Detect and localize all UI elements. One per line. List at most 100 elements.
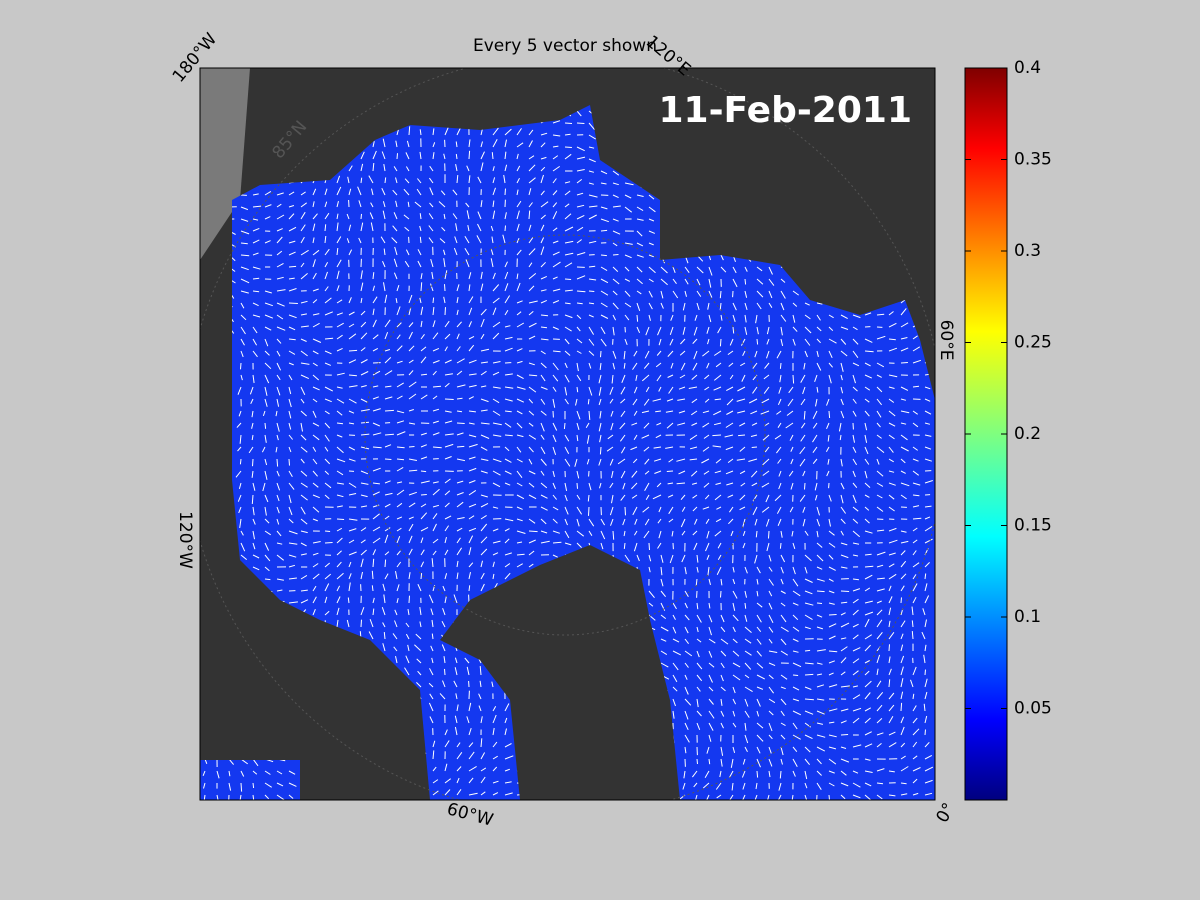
- vector: [468, 296, 474, 304]
- vector: [516, 273, 519, 280]
- vector: [780, 650, 788, 656]
- vector: [656, 374, 662, 382]
- vector: [804, 770, 808, 780]
- vector: [852, 398, 857, 404]
- vector: [432, 538, 439, 544]
- vector: [900, 550, 906, 556]
- vector: [825, 446, 830, 453]
- vector: [404, 226, 410, 232]
- vector: [816, 722, 824, 725]
- vector: [876, 600, 882, 604]
- vector: [444, 433, 454, 436]
- colorbar-ticks: 0.050.10.150.20.250.30.350.4: [965, 58, 1052, 719]
- vector: [393, 258, 398, 268]
- vector: [312, 446, 317, 452]
- vector: [405, 622, 410, 628]
- vector: [240, 218, 249, 222]
- vector: [480, 361, 488, 364]
- vector: [552, 541, 562, 544]
- vector: [336, 236, 342, 244]
- vector: [648, 242, 654, 246]
- vector: [408, 516, 414, 520]
- vector: [600, 518, 606, 526]
- vector: [454, 236, 458, 244]
- vector: [658, 530, 662, 539]
- vector: [755, 530, 758, 538]
- vector: [828, 602, 835, 605]
- vector: [516, 541, 523, 544]
- vector: [609, 506, 614, 516]
- vector: [888, 731, 896, 736]
- vector: [419, 129, 422, 136]
- vector: [804, 686, 812, 690]
- vector: [396, 284, 400, 292]
- vector: [564, 482, 568, 491]
- vector: [828, 554, 834, 560]
- vector: [713, 386, 722, 391]
- vector: [252, 554, 260, 559]
- vector: [492, 482, 501, 488]
- vector: [800, 398, 806, 406]
- vector: [440, 190, 446, 196]
- vector: [624, 290, 631, 297]
- vector: [816, 662, 823, 665]
- vector: [348, 539, 355, 544]
- vector: [372, 285, 375, 292]
- vector: [912, 346, 921, 352]
- vector: [696, 614, 702, 623]
- vector: [900, 446, 909, 452]
- vector: [712, 445, 722, 448]
- vector: [251, 410, 254, 418]
- vector: [468, 321, 472, 328]
- vector: [252, 227, 260, 232]
- vector: [468, 571, 471, 580]
- vector: [384, 294, 388, 304]
- vector: [816, 746, 826, 752]
- vector: [653, 446, 662, 449]
- vector: [276, 518, 280, 525]
- vector: [635, 374, 638, 381]
- vector: [432, 320, 436, 328]
- vector: [466, 165, 470, 172]
- vector: [540, 314, 549, 317]
- vector: [419, 621, 422, 628]
- vector: [276, 203, 282, 208]
- vector: [300, 202, 307, 208]
- vector: [312, 338, 322, 343]
- vector: [744, 650, 752, 656]
- vector: [748, 458, 758, 462]
- vector: [504, 563, 511, 568]
- vector: [852, 326, 858, 331]
- vector: [492, 321, 501, 328]
- vector: [528, 237, 534, 244]
- vector: [912, 755, 918, 760]
- vector: [504, 336, 513, 340]
- vector: [414, 644, 422, 652]
- vector: [262, 410, 266, 417]
- vector: [528, 155, 535, 160]
- vector: [528, 482, 535, 488]
- vector: [276, 302, 285, 307]
- vector: [444, 307, 446, 316]
- vector: [689, 446, 698, 450]
- vector: [816, 626, 824, 630]
- vector: [652, 398, 662, 402]
- vector: [248, 446, 254, 454]
- vector: [804, 590, 813, 595]
- vector: [599, 446, 602, 455]
- vector: [840, 458, 843, 467]
- vector: [540, 201, 549, 208]
- vector: [408, 126, 411, 136]
- vector: [264, 506, 267, 516]
- vector: [725, 446, 734, 451]
- vector: [624, 194, 632, 199]
- vector: [828, 672, 834, 676]
- vector: [439, 238, 446, 244]
- vector: [480, 514, 487, 520]
- vector: [468, 585, 471, 592]
- vector: [816, 649, 826, 652]
- vector: [516, 530, 526, 534]
- vector: [900, 666, 904, 676]
- vector: [668, 458, 674, 463]
- vector: [372, 272, 375, 280]
